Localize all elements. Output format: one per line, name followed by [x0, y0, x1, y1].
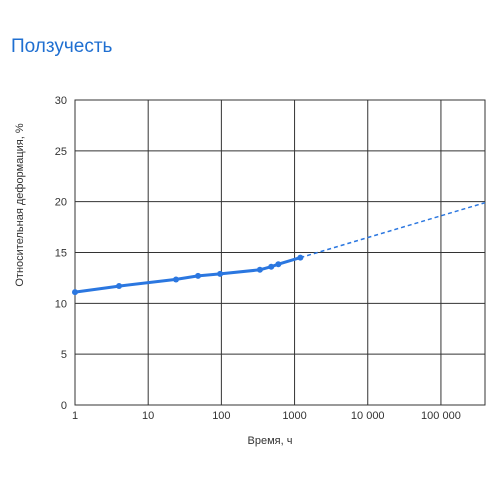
data-point: [275, 261, 282, 268]
data-point: [195, 272, 202, 279]
y-tick-label: 15: [55, 248, 67, 260]
x-tick-label: 10: [142, 410, 154, 422]
data-point: [72, 289, 78, 296]
y-tick-label: 5: [61, 349, 67, 361]
y-tick-labels: 0 5 10 15 20 25 30: [55, 95, 67, 412]
y-axis-label: Относительная деформация, %: [14, 123, 26, 286]
page-title: Ползучесть: [11, 36, 113, 57]
y-tick-label: 30: [55, 95, 67, 107]
x-tick-label: 1: [72, 410, 78, 422]
data-point: [173, 276, 180, 283]
data-point: [116, 283, 123, 290]
x-tick-label: 100 000: [421, 410, 461, 422]
data-point: [297, 254, 304, 261]
x-tick-label: 10 000: [351, 410, 385, 422]
y-tick-label: 10: [55, 298, 67, 310]
chart-grid: [74, 99, 486, 406]
x-axis-label: Время, ч: [248, 435, 293, 447]
creep-line: [74, 256, 301, 294]
data-point: [268, 263, 275, 270]
x-tick-label: 1000: [282, 410, 306, 422]
x-tick-labels: 1 10 100 1000 10 000 100 000: [72, 410, 461, 422]
data-point: [217, 270, 224, 277]
y-tick-label: 0: [61, 400, 67, 412]
x-tick-label: 100: [212, 410, 230, 422]
y-tick-label: 25: [55, 146, 67, 158]
chart-series: [72, 201, 486, 296]
data-point: [256, 266, 263, 273]
extrapolation-line: [300, 201, 486, 259]
y-tick-label: 20: [55, 197, 67, 209]
